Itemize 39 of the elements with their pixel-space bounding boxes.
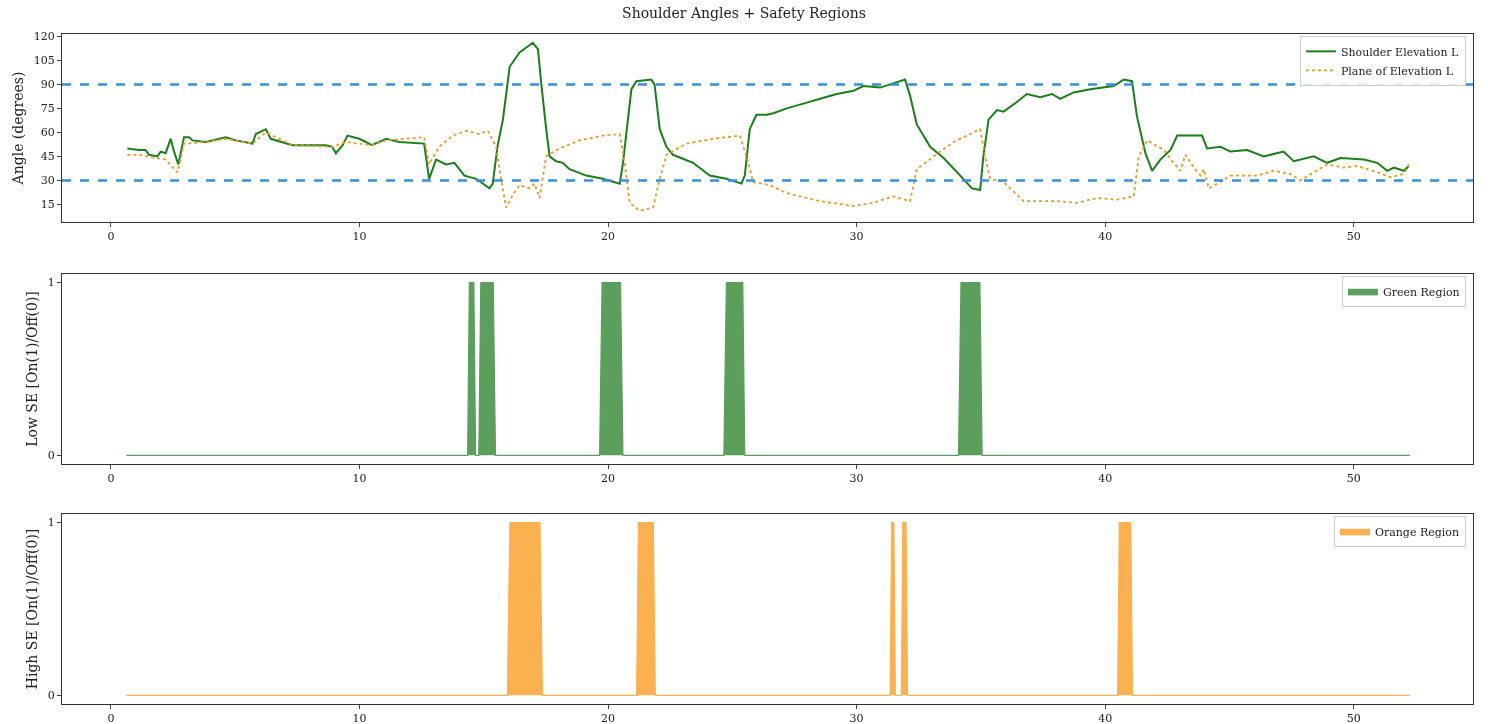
- y-tick-label: 75: [40, 102, 55, 116]
- y-tick-label: 0: [47, 449, 55, 463]
- y-tick-label: 105: [33, 54, 55, 68]
- x-tick-label: 10: [352, 230, 367, 244]
- x-tick-label: 30: [849, 230, 864, 244]
- x-tick-label: 0: [107, 230, 115, 244]
- x-tick-label: 40: [1098, 230, 1113, 244]
- y-tick-label: 1: [47, 516, 55, 530]
- x-tick-label: 40: [1098, 472, 1113, 486]
- legend-label: Shoulder Elevation L: [1340, 45, 1460, 59]
- x-tick-label: 20: [601, 472, 616, 486]
- x-tick-label: 0: [107, 472, 115, 486]
- x-tick-label: 50: [1346, 230, 1361, 244]
- x-tick-label: 50: [1346, 472, 1361, 486]
- legend-label: Green Region: [1382, 285, 1460, 299]
- x-tick-label: 30: [849, 472, 864, 486]
- legend-label: Orange Region: [1374, 525, 1459, 539]
- y-tick-label: 15: [40, 198, 55, 212]
- x-tick-label: 40: [1098, 712, 1113, 724]
- y-tick-label: 120: [33, 30, 55, 44]
- y-tick-label: 60: [40, 126, 55, 140]
- y-axis-title: High SE [On(1)/Off(0)]: [24, 528, 41, 690]
- chart-title: Shoulder Angles + Safety Regions: [622, 4, 866, 21]
- y-axis-title: Low SE [On(1)/Off(0)]: [24, 291, 41, 447]
- x-tick-label: 20: [601, 230, 616, 244]
- x-tick-label: 0: [107, 712, 115, 724]
- x-tick-label: 10: [352, 472, 367, 486]
- x-tick-label: 20: [601, 712, 616, 724]
- y-tick-label: 0: [47, 689, 55, 703]
- y-tick-label: 30: [40, 174, 55, 188]
- y-tick-label: 45: [40, 150, 55, 164]
- x-tick-label: 10: [352, 712, 367, 724]
- y-tick-label: 1: [47, 276, 55, 290]
- x-tick-label: 30: [849, 712, 864, 724]
- legend-label: Plane of Elevation L: [1340, 64, 1454, 78]
- x-tick-label: 50: [1346, 712, 1361, 724]
- y-axis-title: Angle (degrees): [10, 71, 27, 186]
- y-tick-label: 90: [40, 78, 55, 92]
- line-series: [126, 128, 1410, 212]
